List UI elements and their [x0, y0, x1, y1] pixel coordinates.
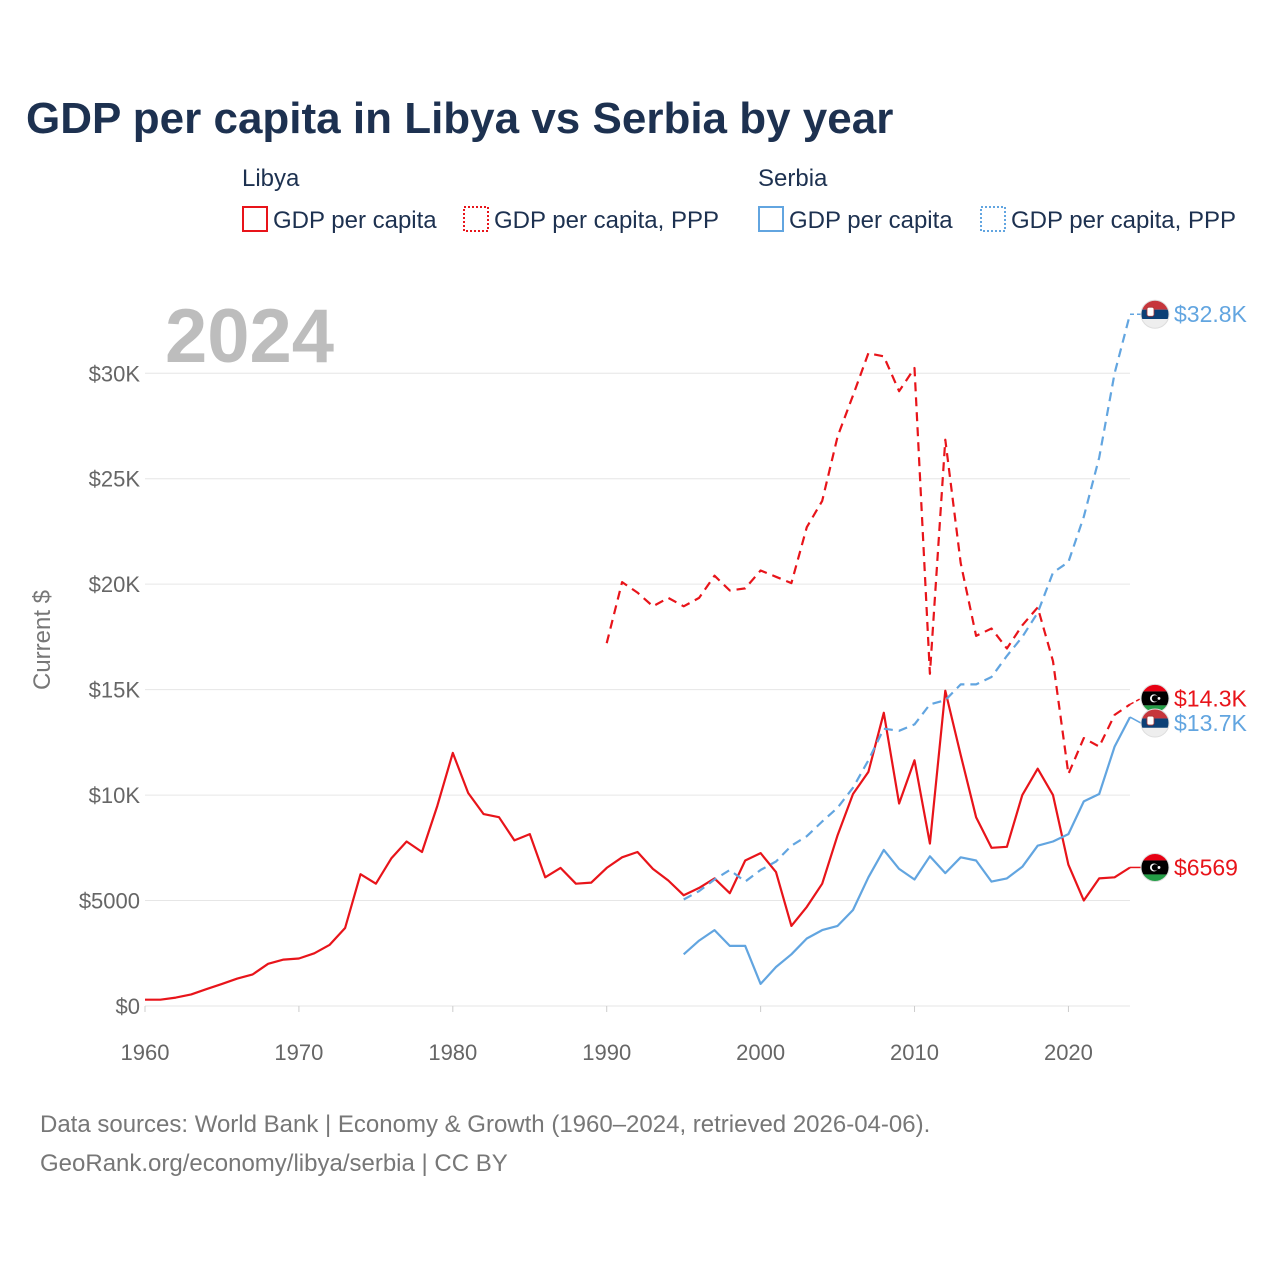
y-axis-ticks: $0 $5000 $10K $15K $20K $25K $30K: [79, 361, 141, 1019]
serbia-flag-icon: [1140, 708, 1170, 738]
grid: [145, 372, 1130, 1007]
y-axis-label: Current $: [29, 590, 56, 690]
y-tick-label: $10K: [89, 783, 141, 808]
legend: Libya Serbia GDP per capita GDP per capi…: [242, 165, 1236, 234]
legend-label-serbia-ppp[interactable]: GDP per capita, PPP: [1011, 207, 1236, 234]
x-tick-label: 1990: [582, 1040, 631, 1065]
end-markers: $6569 $14.3K$13.7K $32.8K: [1129, 299, 1248, 882]
end-label-libya-ppp: $14.3K: [1174, 685, 1248, 711]
legend-swatch-libya-gdp[interactable]: [242, 206, 268, 232]
end-connector: [1129, 716, 1142, 724]
x-tick-label: 1960: [121, 1040, 170, 1065]
y-tick-label: $20K: [89, 572, 141, 597]
end-label-serbia-gdp: $13.7K: [1174, 710, 1248, 736]
legend-group-serbia: Serbia: [758, 165, 828, 192]
chart-title: GDP per capita in Libya vs Serbia by yea…: [26, 94, 893, 143]
y-tick-label: $0: [116, 994, 140, 1019]
legend-label-libya-ppp[interactable]: GDP per capita, PPP: [494, 207, 719, 234]
source-line-1: Data sources: World Bank | Economy & Gro…: [40, 1111, 930, 1138]
legend-label-libya-gdp[interactable]: GDP per capita: [273, 207, 437, 234]
legend-label-serbia-gdp[interactable]: GDP per capita: [789, 207, 953, 234]
y-tick-label: $5000: [79, 889, 140, 914]
y-tick-label: $30K: [89, 361, 141, 386]
legend-group-libya: Libya: [242, 165, 300, 192]
end-label-libya-gdp: $6569: [1174, 854, 1238, 880]
serbia-flag-icon: [1140, 299, 1170, 329]
series-line-serbia-ppp[interactable]: [683, 313, 1132, 901]
series: [145, 313, 1132, 1001]
x-tick-label: 1980: [428, 1040, 477, 1065]
libya-flag-icon: [1140, 683, 1170, 713]
legend-swatch-serbia-ppp[interactable]: [980, 206, 1006, 232]
libya-flag-icon: [1140, 852, 1170, 882]
x-axis-ticks: 1960 1970 1980 1990 2000 2010 2020: [121, 1006, 1093, 1065]
legend-swatch-serbia-gdp[interactable]: [758, 206, 784, 232]
x-tick-label: 2010: [890, 1040, 939, 1065]
legend-swatch-libya-ppp[interactable]: [463, 206, 489, 232]
year-watermark: 2024: [165, 294, 334, 379]
source-line-2[interactable]: GeoRank.org/economy/libya/serbia | CC BY: [40, 1150, 508, 1177]
x-tick-label: 2020: [1044, 1040, 1093, 1065]
end-connector: [1129, 697, 1142, 706]
y-tick-label: $25K: [89, 467, 141, 492]
x-tick-label: 1970: [274, 1040, 323, 1065]
series-line-libya-ppp[interactable]: [605, 352, 1131, 776]
series-line-serbia-gdp[interactable]: [682, 716, 1131, 985]
series-line-libya-gdp[interactable]: [145, 689, 1131, 1001]
y-tick-label: $15K: [89, 678, 141, 703]
x-tick-label: 2000: [736, 1040, 785, 1065]
end-label-serbia-ppp: $32.8K: [1174, 301, 1248, 327]
